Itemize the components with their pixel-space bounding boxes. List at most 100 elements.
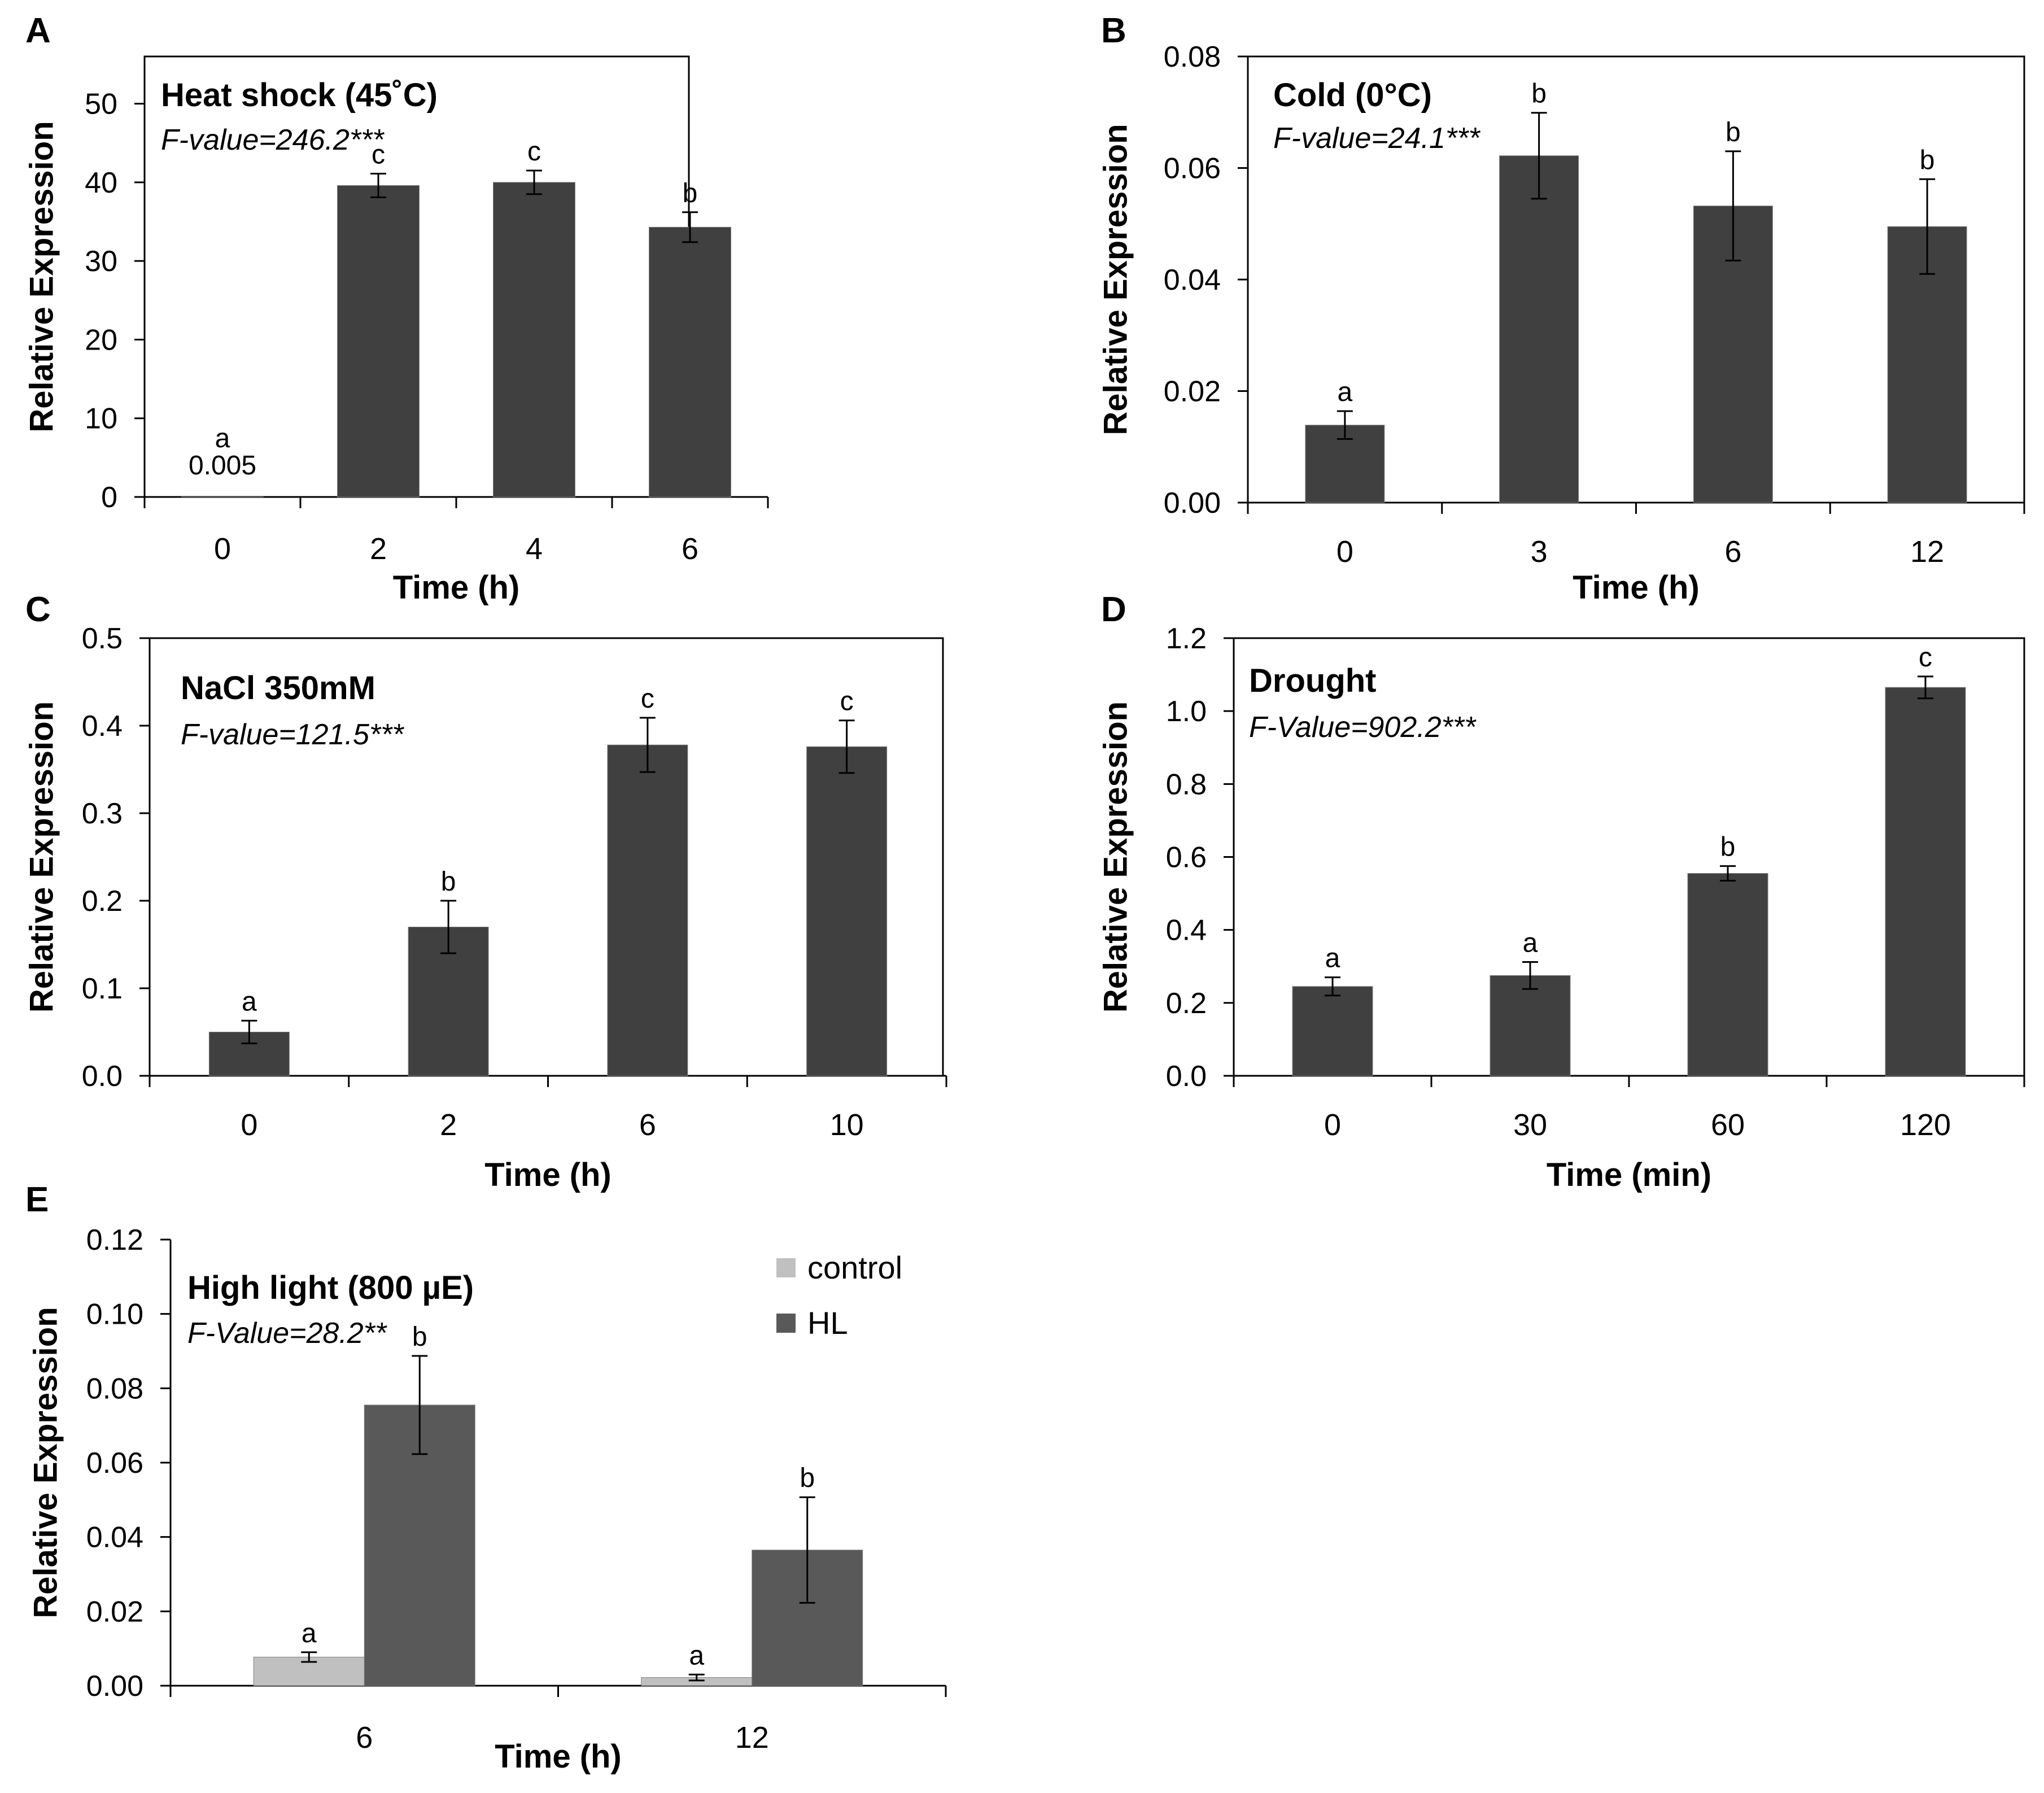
significance-label: a bbox=[1523, 928, 1538, 958]
y-tick-label: 0.1 bbox=[82, 972, 123, 1005]
chart-subtitle: F-Value=28.2** bbox=[187, 1317, 387, 1350]
y-tick-label: 0.2 bbox=[82, 885, 123, 918]
bar bbox=[1885, 687, 1966, 1076]
y-tick-label: 0.10 bbox=[86, 1298, 143, 1331]
significance-label: a bbox=[215, 424, 230, 453]
y-tick-label: 1.2 bbox=[1166, 622, 1207, 655]
y-tick-label: 50 bbox=[85, 88, 117, 121]
bar bbox=[493, 182, 575, 498]
y-tick-label: 0.5 bbox=[82, 622, 123, 655]
significance-label: b bbox=[800, 1463, 815, 1493]
y-tick-label: 0.6 bbox=[1166, 841, 1207, 874]
chart-title: Heat shock (45˚C) bbox=[161, 77, 438, 114]
y-tick-label: 0.04 bbox=[1164, 264, 1221, 296]
x-tick-label: 120 bbox=[1900, 1108, 1951, 1142]
y-axis-label: Relative Expression bbox=[23, 121, 60, 432]
significance-label: a bbox=[242, 987, 257, 1017]
data-label: 0.005 bbox=[189, 451, 256, 481]
x-tick-label: 60 bbox=[1711, 1108, 1745, 1142]
y-tick-label: 0.00 bbox=[1164, 487, 1221, 520]
significance-label: b bbox=[441, 867, 456, 897]
x-tick-label: 10 bbox=[830, 1108, 864, 1142]
panel-letter: B bbox=[1101, 11, 1126, 50]
significance-label: c bbox=[372, 140, 385, 170]
x-tick-label: 12 bbox=[1910, 535, 1944, 569]
x-tick-label: 4 bbox=[526, 532, 543, 566]
y-tick-label: 20 bbox=[85, 324, 117, 356]
x-tick-label: 6 bbox=[356, 1721, 373, 1755]
x-tick-label: 6 bbox=[1724, 535, 1741, 569]
significance-label: a bbox=[689, 1641, 704, 1670]
bar bbox=[607, 744, 688, 1076]
x-tick-label: 12 bbox=[735, 1721, 769, 1755]
chart-title: High light (800 µE) bbox=[187, 1270, 474, 1306]
panel-c: C 0.0 0.1 0.2 0.3 0.4 0.5 0 a 2 b 6 c 10 c NaCl 350mM F-… bbox=[23, 590, 947, 1193]
x-tick-label: 2 bbox=[370, 532, 387, 566]
x-axis-label: Time (min) bbox=[1547, 1157, 1711, 1193]
chart-subtitle: F-value=24.1*** bbox=[1273, 122, 1480, 155]
panel-letter: E bbox=[25, 1180, 49, 1219]
x-tick-label: 6 bbox=[682, 532, 698, 566]
significance-label: a bbox=[302, 1619, 317, 1648]
x-tick-label: 30 bbox=[1513, 1108, 1547, 1142]
x-tick-label: 0 bbox=[1337, 535, 1353, 569]
y-tick-label: 40 bbox=[85, 167, 117, 199]
y-tick-label: 0.02 bbox=[1164, 376, 1221, 408]
panel-letter: D bbox=[1101, 590, 1126, 629]
significance-label: c bbox=[1919, 643, 1932, 673]
y-tick-label: 10 bbox=[85, 403, 117, 435]
y-tick-label: 0.2 bbox=[1166, 987, 1207, 1020]
y-tick-label: 1.0 bbox=[1166, 695, 1207, 728]
y-tick-label: 0.08 bbox=[86, 1372, 143, 1405]
y-axis-label: Relative Expression bbox=[27, 1307, 64, 1618]
significance-label: b bbox=[1920, 145, 1935, 175]
bar bbox=[1687, 873, 1768, 1076]
significance-label: c bbox=[527, 137, 541, 167]
x-axis-label: Time (h) bbox=[393, 569, 520, 606]
y-axis-label: Relative Expression bbox=[23, 701, 60, 1013]
panel-letter: C bbox=[25, 590, 51, 629]
y-tick-label: 0.3 bbox=[82, 797, 123, 830]
y-tick-label: 0.12 bbox=[86, 1224, 143, 1257]
significance-label: b bbox=[1720, 832, 1736, 862]
y-tick-label: 0.08 bbox=[1164, 41, 1221, 73]
x-tick-label: 6 bbox=[639, 1108, 656, 1142]
x-tick-label: 0 bbox=[214, 532, 231, 566]
chart-subtitle: F-value=246.2*** bbox=[161, 124, 385, 156]
y-tick-label: 0.00 bbox=[86, 1670, 143, 1703]
bar bbox=[806, 746, 888, 1076]
y-tick-label: 0.4 bbox=[82, 710, 123, 743]
chart-title: NaCl 350mM bbox=[181, 670, 375, 706]
bar bbox=[1490, 975, 1571, 1076]
y-tick-label: 0.02 bbox=[86, 1595, 143, 1628]
y-tick-label: 0.0 bbox=[1166, 1060, 1207, 1093]
panel-e: E 0.00 0.02 0.04 0.06 0.08 0.10 0.12 6 a b 12 a b High… bbox=[25, 1180, 947, 1775]
y-tick-label: 30 bbox=[85, 245, 117, 278]
significance-label: b bbox=[1531, 79, 1547, 109]
plot-frame bbox=[149, 637, 944, 1076]
y-tick-label: 0.04 bbox=[86, 1521, 143, 1554]
legend-label: control bbox=[807, 1250, 902, 1285]
x-tick-label: 2 bbox=[440, 1108, 457, 1142]
significance-label: c bbox=[641, 684, 654, 714]
chart-title: Cold (0°C) bbox=[1273, 77, 1432, 114]
x-tick-label: 0 bbox=[241, 1108, 257, 1142]
y-tick-label: 0.4 bbox=[1166, 914, 1207, 947]
y-tick-label: 0.06 bbox=[1164, 152, 1221, 185]
y-axis-label: Relative Expression bbox=[1097, 701, 1134, 1013]
y-tick-label: 0.06 bbox=[86, 1447, 143, 1480]
bar bbox=[1499, 155, 1579, 503]
chart-subtitle: F-value=121.5*** bbox=[181, 718, 404, 751]
legend-swatch bbox=[776, 1258, 796, 1277]
chart-title: Drought bbox=[1249, 662, 1377, 699]
y-tick-label: 0 bbox=[101, 481, 117, 514]
bar bbox=[1292, 986, 1373, 1076]
y-tick-label: 0.0 bbox=[82, 1060, 123, 1093]
x-axis-label: Time (h) bbox=[495, 1738, 622, 1775]
legend: control HL bbox=[776, 1250, 902, 1341]
significance-label: a bbox=[1338, 377, 1353, 407]
significance-label: a bbox=[1325, 944, 1340, 974]
significance-label: b bbox=[412, 1322, 427, 1352]
x-axis-label: Time (h) bbox=[1573, 569, 1700, 606]
